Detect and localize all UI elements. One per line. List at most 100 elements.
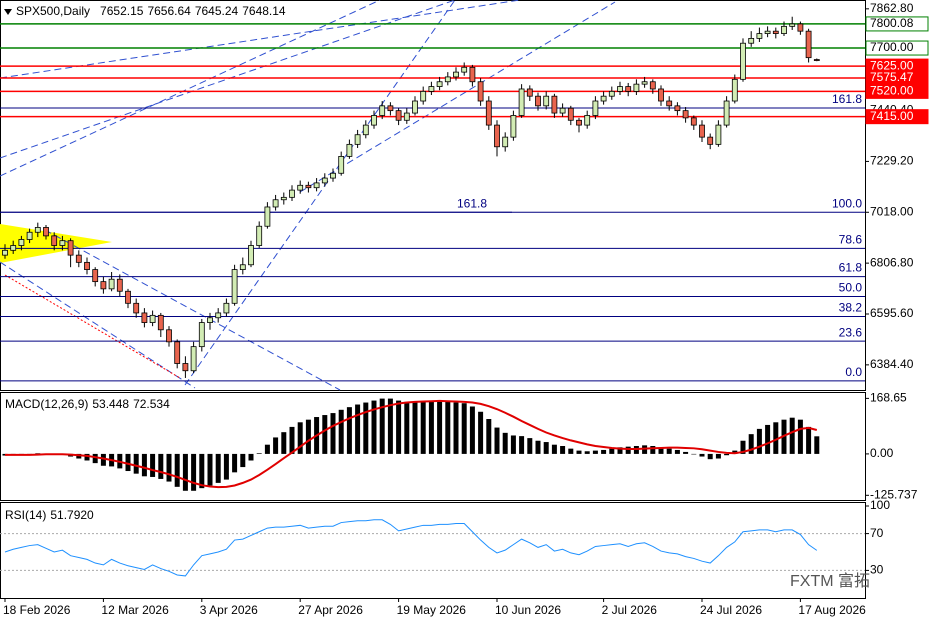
candle-body — [75, 254, 82, 263]
macd-bar — [551, 444, 557, 454]
x-tick-label: 10 Jun 2026 — [495, 603, 561, 617]
macd-bar — [371, 400, 377, 454]
rsi-tick-label: 70 — [870, 526, 884, 540]
macd-bar — [576, 450, 582, 454]
macd-bar — [248, 453, 254, 461]
trendlines — [0, 0, 616, 391]
level-label: 7625.00 — [870, 58, 914, 72]
candle-body — [289, 189, 295, 198]
candle-body — [428, 86, 435, 92]
macd-bar — [535, 440, 541, 454]
candle-body — [59, 240, 66, 246]
macd-bar — [182, 453, 188, 491]
macd-bar — [404, 401, 410, 454]
macd-bar — [601, 449, 607, 454]
level-box — [865, 83, 929, 99]
macd-bar — [330, 413, 336, 454]
macd-bar — [765, 424, 771, 454]
candle-body — [321, 177, 328, 184]
candle-body — [510, 115, 517, 138]
rsi-line — [4, 519, 818, 577]
candle-body — [633, 83, 640, 92]
close-value: 7648.14 — [242, 4, 286, 18]
macd-bar — [215, 453, 221, 483]
macd-bar — [658, 447, 664, 454]
macd-panel-frame — [0, 392, 866, 501]
macd-bar — [223, 453, 229, 480]
macd-bar — [264, 444, 270, 454]
header-arrow — [4, 9, 12, 15]
rsi-name: RSI(14) — [5, 508, 46, 522]
macd-bar — [158, 453, 164, 479]
macd-bar — [683, 451, 689, 454]
trendline — [0, 261, 196, 389]
candle-body — [748, 38, 755, 44]
candle-body — [207, 317, 213, 323]
fib-label: 61.8 — [839, 261, 863, 275]
rsi-header: RSI(14) 51.7920 — [5, 508, 94, 522]
candle-body — [617, 86, 623, 92]
candle-body — [297, 184, 304, 191]
macd-bar — [412, 401, 418, 454]
macd-bar — [273, 437, 279, 454]
macd-bar — [617, 447, 623, 454]
candle-body — [453, 71, 459, 78]
candle-body — [469, 66, 476, 83]
macd-bar — [396, 400, 402, 454]
candle-body — [174, 341, 181, 364]
macd-bar — [84, 453, 90, 461]
low-value: 7645.24 — [195, 4, 239, 18]
y-tick-label: 7229.20 — [870, 154, 914, 168]
candle-body — [256, 225, 263, 246]
macd-bar — [379, 398, 385, 454]
price-header: SPX500,Daily 7652.15 7656.64 7645.24 7648.14 — [16, 4, 286, 18]
macd-bar — [707, 453, 713, 460]
candle-body — [26, 231, 33, 240]
candle-body — [543, 95, 550, 107]
macd-bar — [748, 434, 754, 454]
x-tick-label: 27 Apr 2026 — [298, 603, 363, 617]
candle-body — [420, 90, 427, 102]
candle-body — [502, 136, 509, 148]
candle-body — [84, 261, 90, 270]
candle-body — [43, 227, 49, 237]
fib-label: 100.0 — [832, 196, 862, 210]
candle-body — [584, 115, 591, 126]
macd-bar — [502, 432, 508, 454]
candle-body — [682, 110, 689, 119]
macd-bar — [666, 448, 672, 454]
candle-body — [740, 42, 746, 80]
macd-bar — [420, 401, 426, 454]
candle-body — [371, 115, 377, 126]
macd-bar — [797, 419, 803, 454]
candle-body — [215, 312, 222, 319]
level-box — [865, 40, 929, 56]
level-label: 7575.47 — [870, 70, 914, 84]
candle-body — [559, 107, 566, 114]
macd-bar — [510, 435, 516, 454]
candle-body — [797, 23, 804, 32]
candle-body — [592, 100, 599, 116]
signal-value: 72.534 — [133, 397, 170, 411]
level-label: 7520.00 — [870, 84, 914, 98]
candle-body — [649, 81, 656, 90]
candle-body — [690, 117, 697, 126]
x-tick-label: 18 Feb 2026 — [3, 603, 71, 617]
macd-bar — [240, 453, 246, 468]
macd-header: MACD(12,26,9) 53.448 72.534 — [5, 397, 170, 411]
macd-bar — [650, 446, 656, 454]
y-tick-label: 6384.40 — [870, 357, 914, 371]
macd-bar — [814, 436, 820, 454]
macd-bar — [625, 446, 631, 454]
trendline — [44, 229, 341, 391]
candle-body — [248, 245, 254, 266]
candle-body — [756, 33, 763, 39]
macd-bar — [92, 453, 98, 464]
candle-body — [674, 105, 681, 112]
candle-body — [354, 134, 361, 145]
candle-body — [149, 314, 156, 323]
macd-bar — [691, 453, 697, 455]
candle-body — [395, 110, 402, 121]
